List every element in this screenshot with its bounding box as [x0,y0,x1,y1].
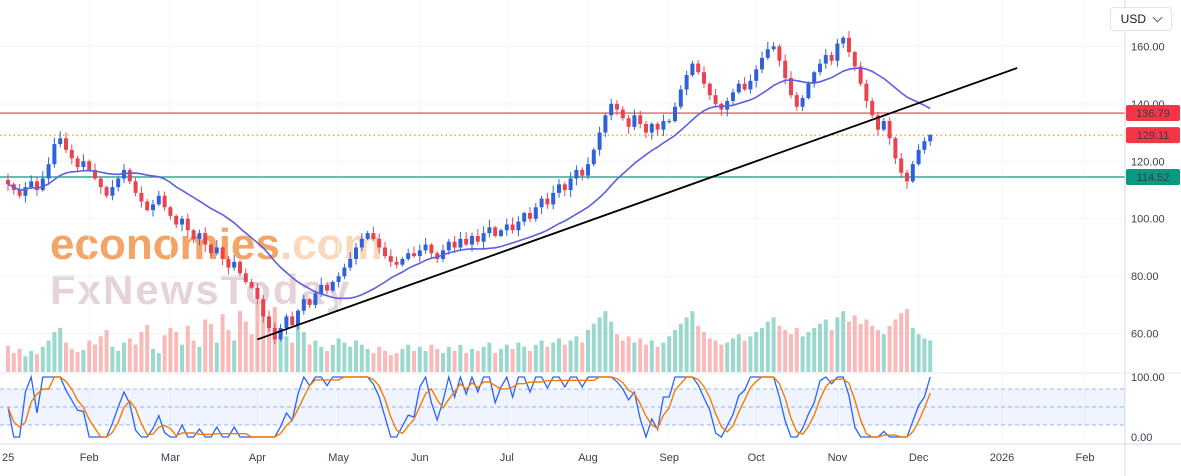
price-axis[interactable]: 160.00140.00120.00100.0080.0060.00100.00… [1131,41,1165,444]
stochastic-bands [0,388,1125,426]
price-level-badge [1126,105,1180,122]
price-axis-tick: 80.00 [1131,271,1159,283]
price-axis-tick: 60.00 [1131,329,1159,341]
stochastic-d-line [7,376,931,438]
time-axis-label: Jul [500,452,514,464]
moving-average-line [7,67,931,300]
time-axis-label: Apr [249,452,266,464]
time-axis-label: Feb [80,452,99,464]
time-axis-label: Oct [748,452,765,464]
time-axis-label: Mar [161,452,180,464]
volume-bars [6,303,933,372]
time-axis-label: 2026 [990,452,1014,464]
currency-label: USD [1120,12,1146,26]
price-levels[interactable] [0,112,1125,178]
price-level-badge-label: 114.52 [1137,172,1170,184]
time-axis-label: Nov [828,452,848,464]
oscillator-axis-tick: 0.00 [1131,432,1152,444]
price-axis-tick: 120.00 [1131,156,1165,168]
time-axis-label: Dec [909,452,929,464]
trendline[interactable] [257,67,1018,341]
time-axis-label: 25 [2,452,14,464]
price-level-badge-label: 129.11 [1137,130,1170,142]
time-axis-label: Sep [659,452,679,464]
price-level-badge-label: 136.79 [1136,108,1170,120]
time-axis-label: May [328,452,349,464]
price-axis-tick: 100.00 [1131,214,1165,226]
time-axis-label: Jun [411,452,429,464]
stochastic-lines [7,374,931,440]
currency-selector[interactable]: USD [1109,7,1172,31]
price-axis-tick: 160.00 [1131,41,1165,53]
price-level-badges: 136.79 129.11 114.52 [1126,105,1180,186]
candles [6,30,933,344]
time-axis-label: Aug [578,452,598,464]
oscillator-axis-tick: 100.00 [1131,372,1165,384]
price-level-badge [1126,127,1180,144]
chevron-down-icon [1152,12,1163,23]
price-level-badge [1126,169,1180,186]
time-axis-label: Feb [1076,452,1095,464]
time-axis[interactable]: 25 Feb Mar Apr May Jun Jul Aug Sep Oct Nov Dec 2026 F… [2,452,1094,464]
grid [0,0,1125,444]
